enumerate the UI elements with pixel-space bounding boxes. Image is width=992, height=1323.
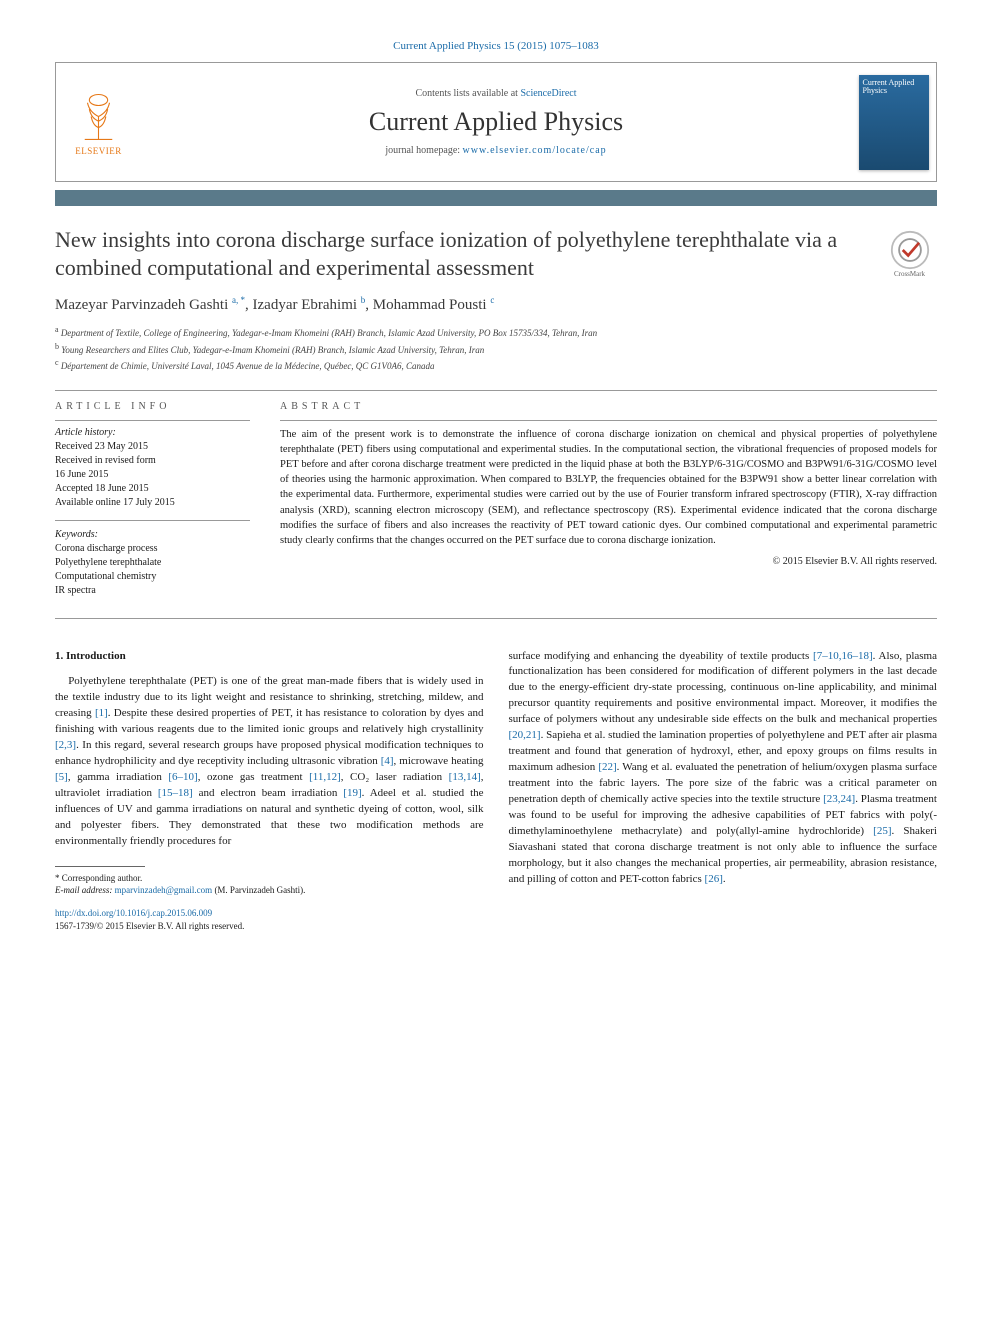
abstract-label: ABSTRACT [280, 401, 937, 412]
publisher-name: ELSEVIER [75, 146, 122, 156]
doi-block: http://dx.doi.org/10.1016/j.cap.2015.06.… [55, 907, 484, 932]
abstract-column: ABSTRACT The aim of the present work is … [280, 401, 937, 598]
article-info-label: ARTICLE INFO [55, 401, 250, 412]
rule-under-abstract-label [280, 420, 937, 421]
body-para-left: Polyethylene terephthalate (PET) is one … [55, 674, 484, 849]
footnote-rule [55, 866, 145, 867]
rule-under-articleinfo [55, 420, 250, 421]
article-title: New insights into corona discharge surfa… [55, 226, 870, 281]
divider-bar [55, 190, 937, 206]
email-label: E-mail address: [55, 885, 115, 895]
elsevier-tree-icon [71, 89, 126, 144]
journal-cover-block: Current Applied Physics [851, 63, 936, 181]
journal-homepage-line: journal homepage: www.elsevier.com/locat… [385, 145, 606, 156]
corr-author-marker: * Corresponding author. [55, 872, 484, 885]
journal-cover-thumbnail: Current Applied Physics [859, 75, 929, 170]
doi-link[interactable]: http://dx.doi.org/10.1016/j.cap.2015.06.… [55, 908, 212, 918]
crossmark-icon [890, 230, 930, 270]
corresponding-author-footnote: * Corresponding author. E-mail address: … [55, 872, 484, 897]
issn-copyright-line: 1567-1739/© 2015 Elsevier B.V. All right… [55, 921, 244, 931]
corr-author-name-suffix: (M. Parvinzadeh Gashti). [212, 885, 305, 895]
keywords-label: Keywords: [55, 529, 250, 540]
author-list: Mazeyar Parvinzadeh Gashti a, *, Izadyar… [55, 295, 937, 314]
rule-under-history [55, 520, 250, 521]
body-two-column: 1. Introduction Polyethylene terephthala… [55, 649, 937, 933]
article-info-column: ARTICLE INFO Article history: Received 2… [55, 401, 250, 598]
journal-name: Current Applied Physics [369, 107, 623, 137]
rule-below-meta [55, 618, 937, 619]
sciencedirect-link[interactable]: ScienceDirect [520, 88, 576, 99]
corr-author-email[interactable]: mparvinzadeh@gmail.com [115, 885, 213, 895]
body-column-left: 1. Introduction Polyethylene terephthala… [55, 649, 484, 933]
abstract-copyright: © 2015 Elsevier B.V. All rights reserved… [280, 556, 937, 567]
cover-title: Current Applied Physics [863, 79, 925, 97]
body-para-right: surface modifying and enhancing the dyea… [509, 649, 938, 888]
crossmark-label: CrossMark [894, 270, 925, 278]
journal-masthead: ELSEVIER Contents lists available at Sci… [55, 62, 937, 182]
homepage-prefix: journal homepage: [385, 145, 462, 156]
keywords-list: Corona discharge processPolyethylene ter… [55, 542, 250, 598]
citation-header: Current Applied Physics 15 (2015) 1075–1… [55, 40, 937, 52]
journal-homepage-link[interactable]: www.elsevier.com/locate/cap [463, 145, 607, 156]
introduction-heading: 1. Introduction [55, 649, 484, 665]
history-label: Article history: [55, 427, 250, 438]
rule-above-meta [55, 390, 937, 391]
body-column-right: surface modifying and enhancing the dyea… [509, 649, 938, 933]
contents-available-line: Contents lists available at ScienceDirec… [415, 88, 576, 99]
contents-prefix: Contents lists available at [415, 88, 520, 99]
masthead-center: Contents lists available at ScienceDirec… [141, 63, 851, 181]
affiliations-block: a Department of Textile, College of Engi… [55, 324, 937, 374]
crossmark-badge[interactable]: CrossMark [882, 226, 937, 281]
publisher-logo-block: ELSEVIER [56, 63, 141, 181]
abstract-text: The aim of the present work is to demons… [280, 427, 937, 549]
history-text: Received 23 May 2015Received in revised … [55, 440, 250, 510]
